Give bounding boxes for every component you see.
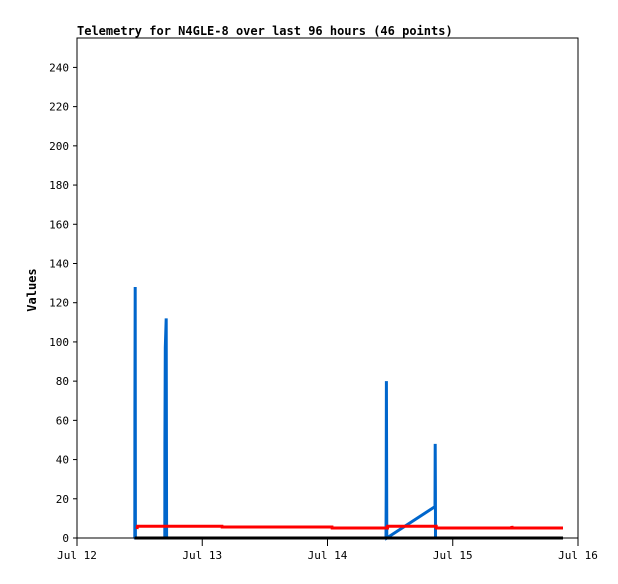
y-tick-label: 60 — [56, 414, 69, 427]
y-tick-label: 160 — [49, 218, 69, 231]
x-tick-label: Jul 12 — [57, 549, 97, 562]
y-tick-label: 20 — [56, 493, 69, 506]
y-tick-label: 180 — [49, 179, 69, 192]
y-axis-label: Values — [25, 268, 39, 311]
y-tick-label: 120 — [49, 297, 69, 310]
y-tick-label: 40 — [56, 454, 69, 467]
series-line-1 — [135, 524, 563, 530]
y-tick-label: 0 — [62, 532, 69, 545]
y-tick-label: 200 — [49, 140, 69, 153]
x-tick-label: Jul 13 — [182, 549, 222, 562]
x-tick-label: Jul 15 — [433, 549, 473, 562]
y-tick-label: 140 — [49, 257, 69, 270]
y-tick-label: 220 — [49, 101, 69, 114]
plot-frame — [76, 37, 579, 539]
x-tick-label: Jul 14 — [308, 549, 348, 562]
y-tick-label: 240 — [49, 61, 69, 74]
y-tick-label: 80 — [56, 375, 69, 388]
series-line-0 — [133, 286, 437, 541]
y-tick-label: 100 — [49, 336, 69, 349]
x-tick-label: Jul 16 — [558, 549, 598, 562]
chart-title: Telemetry for N4GLE-8 over last 96 hours… — [77, 24, 453, 38]
